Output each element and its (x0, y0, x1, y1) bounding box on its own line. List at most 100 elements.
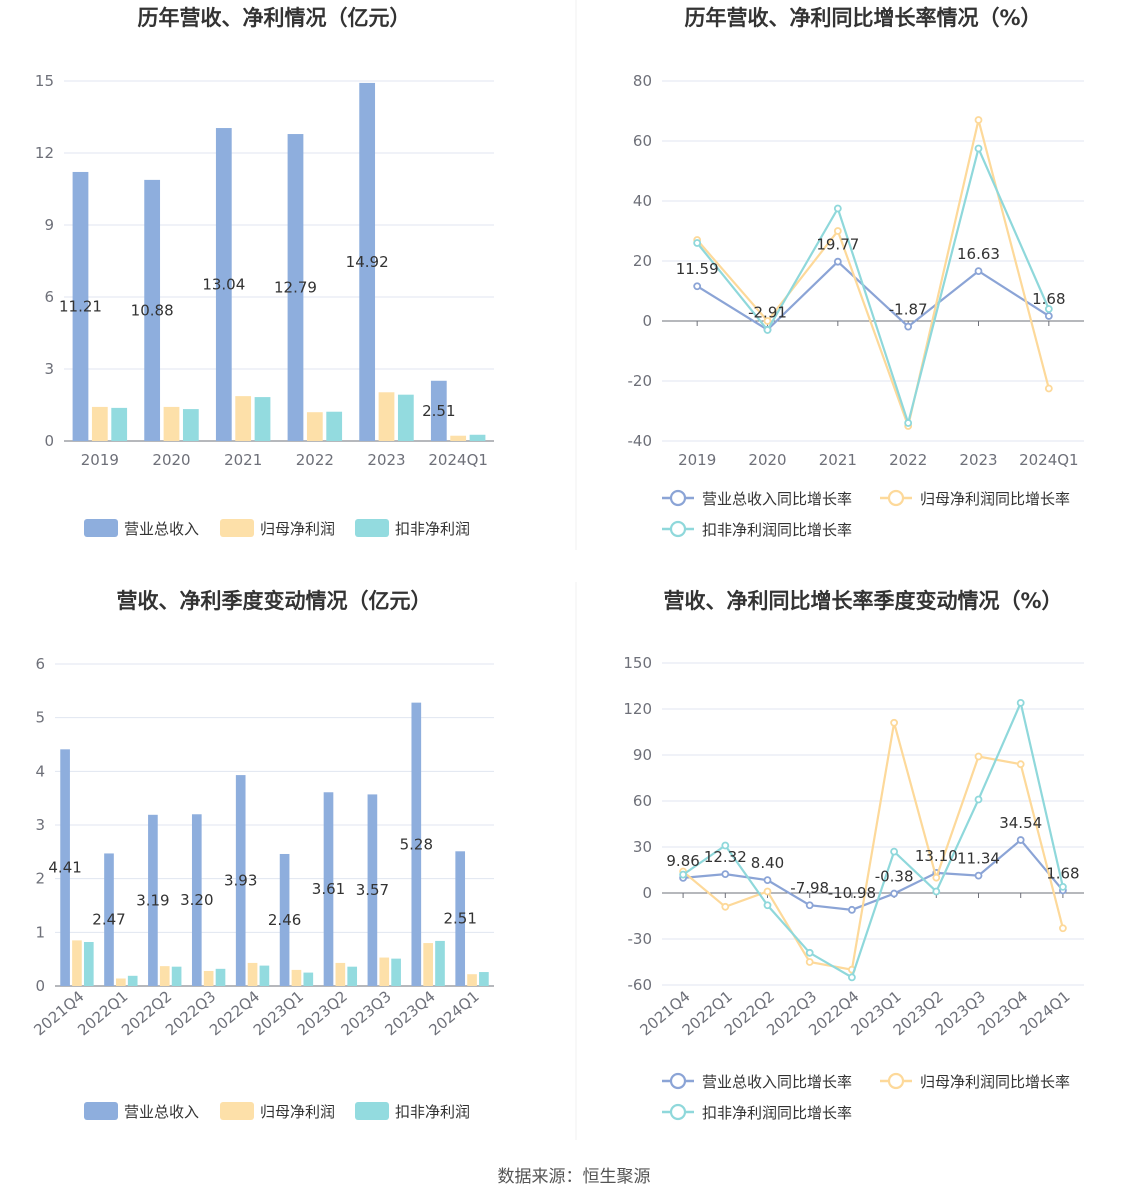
data-point (904, 322, 913, 331)
y-tick-label: 150 (623, 654, 652, 672)
bar (159, 966, 170, 986)
bar (411, 702, 422, 986)
y-tick-label: 60 (633, 792, 652, 810)
data-label: 9.86 (666, 852, 699, 870)
bar (215, 968, 226, 986)
data-label: 3.19 (136, 891, 169, 909)
legend-label: 归母净利润同比增长率 (920, 1073, 1070, 1091)
y-tick-label: -40 (628, 432, 653, 450)
x-tick-label: 2023 (367, 451, 405, 469)
bar (163, 406, 180, 441)
data-label: 11.59 (676, 260, 719, 278)
x-tick-label: 2023 (959, 451, 997, 469)
data-point (890, 889, 898, 898)
data-label: 19.77 (816, 236, 859, 254)
data-label: 5.28 (400, 835, 433, 853)
chart-title: 历年营收、净利同比增长率情况（%） (684, 6, 1041, 30)
data-label: 11.34 (957, 850, 1000, 868)
y-tick-label: 3 (35, 816, 45, 834)
legend-label: 扣非净利润同比增长率 (702, 1104, 852, 1122)
data-label: -7.98 (790, 879, 829, 897)
data-label: 3.57 (356, 881, 389, 899)
y-tick-label: 60 (633, 132, 652, 150)
annual-growth-rate-line-chart: 历年营收、净利同比增长率情况（%） -40 -20 0 20 40 60 80 2019 202… (628, 6, 1084, 539)
bar (72, 940, 82, 986)
series-line (696, 260, 1050, 332)
bar (235, 775, 246, 986)
data-label: 2.51 (422, 402, 455, 420)
y-tick-label: 0 (44, 432, 54, 450)
legend-label: 扣非净利润 (395, 1103, 470, 1121)
x-tick-label: 2019 (678, 451, 716, 469)
bar (91, 406, 108, 441)
bar (306, 412, 323, 441)
bar (359, 82, 376, 442)
legend-label: 营业总收入同比增长率 (702, 490, 852, 508)
series-line (682, 722, 1064, 971)
bar (72, 171, 89, 441)
data-point (1016, 836, 1025, 844)
y-tick-label: 15 (35, 72, 54, 90)
y-tick-label: 80 (633, 72, 652, 90)
x-tick-label: 2022 (296, 451, 334, 469)
data-point (805, 901, 814, 910)
data-point (848, 905, 856, 914)
bar (423, 943, 433, 986)
y-tick-label: 20 (633, 252, 652, 270)
data-label: 2.46 (268, 911, 301, 929)
legend-label: 归母净利润同比增长率 (920, 490, 1070, 508)
y-tick-label: 4 (35, 762, 45, 780)
bar (171, 966, 182, 986)
legend-swatch (355, 519, 389, 537)
data-label: 14.92 (346, 253, 389, 271)
data-point (1059, 924, 1067, 933)
data-label: 16.63 (957, 245, 1000, 263)
bar (111, 407, 128, 441)
bar (287, 134, 304, 442)
data-point (1059, 882, 1067, 891)
data-point (693, 239, 702, 247)
data-point (974, 116, 983, 124)
bar (259, 965, 270, 986)
bar (104, 853, 114, 986)
bar (435, 940, 445, 986)
bar (203, 970, 214, 986)
legend-label: 营业总收入 (124, 1103, 199, 1121)
data-point (1044, 384, 1053, 393)
data-point (721, 870, 730, 879)
legend-marker (669, 1103, 687, 1121)
bar (379, 957, 390, 986)
data-point (890, 847, 898, 856)
data-label: 8.40 (751, 854, 784, 872)
x-tick-label: 2020 (152, 451, 190, 469)
data-point (721, 841, 730, 850)
y-tick-label: 6 (35, 655, 45, 673)
bar (450, 435, 467, 441)
y-tick-label: -20 (628, 372, 653, 390)
data-label: 3.61 (312, 880, 345, 898)
quarterly-growth-rate-line-chart: 营收、净利同比增长率季度变动情况（%） -60-3003060901201502… (623, 589, 1084, 1122)
bar (391, 958, 401, 986)
y-tick-label: 2 (35, 870, 45, 888)
data-point (932, 873, 941, 882)
data-label: 34.54 (999, 814, 1042, 832)
data-label: 11.21 (59, 297, 102, 315)
y-tick-label: 9 (44, 216, 54, 234)
bar (144, 179, 161, 441)
data-point (763, 326, 772, 334)
bar (455, 851, 466, 986)
bar (215, 128, 232, 442)
data-point (932, 887, 941, 896)
data-label: 13.04 (202, 276, 245, 294)
legend-swatch (355, 1102, 389, 1120)
data-point (974, 144, 983, 153)
data-label: 12.32 (704, 848, 747, 866)
data-source-note: 数据来源：恒生聚源 (498, 1167, 651, 1187)
data-label: -10.98 (828, 884, 876, 902)
y-tick-label: 90 (633, 746, 652, 764)
legend-label: 扣非净利润同比增长率 (702, 521, 852, 539)
legend-label: 归母净利润 (260, 520, 335, 538)
data-point (805, 958, 814, 966)
data-point (763, 887, 772, 896)
data-point (833, 204, 842, 213)
